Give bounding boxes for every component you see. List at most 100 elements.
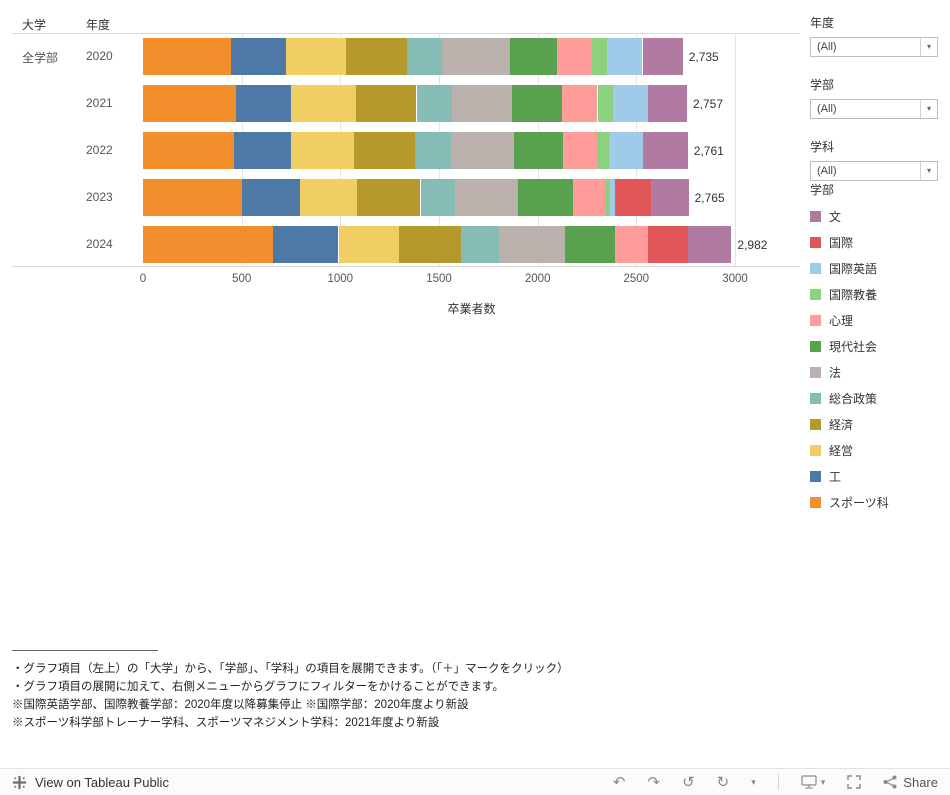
bar-segment-心理[interactable]	[557, 38, 593, 75]
bar-segment-国際教養[interactable]	[597, 85, 613, 122]
bar-segment-経済[interactable]	[357, 179, 421, 216]
bar-segment-現代社会[interactable]	[510, 38, 558, 75]
legend-item-経営[interactable]: 経営	[810, 442, 946, 459]
bar-segment-国際教養[interactable]	[605, 179, 611, 216]
legend-swatch	[810, 289, 821, 300]
bar-segment-経営[interactable]	[338, 226, 399, 263]
legend-item-文[interactable]: 文	[810, 208, 946, 225]
notes-lines: ・グラフ項目（左上）の「大学」から、「学部」、「学科」の項目を展開できます。（「…	[12, 660, 792, 732]
bar-segment-国際[interactable]	[648, 226, 689, 263]
note-line: ※スポーツ科学部トレーナー学科、スポーツマネジメント学科：2021年度より新設	[12, 717, 440, 729]
bar-segment-経営[interactable]	[285, 38, 347, 75]
fullscreen-icon[interactable]	[847, 775, 861, 789]
x-axis-title: 卒業者数	[447, 302, 496, 316]
bar-segment-工[interactable]	[235, 85, 291, 122]
note-line: ※国際英語学部、国際教養学部：2020年度以降募集停止 ※国際学部：2020年度…	[12, 699, 469, 711]
bar-segment-総合政策[interactable]	[406, 38, 442, 75]
bar-segment-国際[interactable]	[615, 179, 651, 216]
legend-label: 国際	[829, 236, 854, 250]
view-on-tableau-link[interactable]: View on Tableau Public	[12, 775, 169, 790]
row-group-label: 全学部	[22, 51, 59, 65]
filter-dropdown[interactable]: (All) ▾	[810, 99, 938, 119]
filter-dropdown[interactable]: (All) ▾	[810, 37, 938, 57]
legend-item-国際英語[interactable]: 国際英語	[810, 260, 946, 277]
redo-icon[interactable]: ↷	[647, 773, 661, 791]
legend-item-総合政策[interactable]: 総合政策	[810, 390, 946, 407]
bar-segment-経済[interactable]	[398, 226, 462, 263]
bar-segment-国際教養[interactable]	[592, 38, 608, 75]
column-header-university[interactable]: 大学	[22, 18, 47, 32]
legend-swatch	[810, 471, 821, 482]
bar-segment-法[interactable]	[451, 132, 514, 169]
bar-segment-心理[interactable]	[562, 132, 597, 169]
bar-segment-国際英語[interactable]	[609, 132, 644, 169]
bar-segment-スポーツ科[interactable]	[143, 179, 242, 216]
x-tick-label: 1000	[327, 273, 354, 285]
bar-segment-心理[interactable]	[562, 85, 598, 122]
bar-segment-法[interactable]	[451, 85, 512, 122]
legend-item-国際教養[interactable]: 国際教養	[810, 286, 946, 303]
bar-segment-文[interactable]	[647, 85, 688, 122]
refresh-icon[interactable]: ↻	[716, 773, 730, 791]
tableau-toolbar: View on Tableau Public ↶ ↷ ↺ ↻ ▾ ▾	[0, 768, 950, 795]
bar-segment-総合政策[interactable]	[420, 179, 455, 216]
column-header-year[interactable]: 年度	[86, 18, 111, 32]
bar-segment-総合政策[interactable]	[416, 85, 452, 122]
chart-plot: 2,735 2,757 2,761 2,765 2,982	[143, 33, 800, 266]
bar-segment-法[interactable]	[499, 226, 565, 263]
legend-item-スポーツ科[interactable]: スポーツ科	[810, 494, 946, 511]
bar-segment-工[interactable]	[230, 38, 286, 75]
filter-panel: 年度 (All) ▾ 学部 (All) ▾ 学科 (All) ▾	[810, 14, 938, 200]
bar-segment-経営[interactable]	[299, 179, 358, 216]
toolbar-overflow-caret-icon[interactable]: ▾	[751, 776, 756, 787]
bar-segment-経済[interactable]	[356, 85, 417, 122]
bar-segment-心理[interactable]	[573, 179, 606, 216]
legend-label: 法	[829, 366, 842, 380]
bar-segment-経済[interactable]	[354, 132, 415, 169]
legend-label: 現代社会	[829, 340, 878, 354]
bar-segment-国際英語[interactable]	[607, 38, 643, 75]
bar-segment-総合政策[interactable]	[414, 132, 452, 169]
legend-item-国際[interactable]: 国際	[810, 234, 946, 251]
bar-segment-現代社会[interactable]	[512, 85, 563, 122]
legend-item-法[interactable]: 法	[810, 364, 946, 381]
bar-segment-国際教養[interactable]	[596, 132, 610, 169]
bar-segment-工[interactable]	[233, 132, 292, 169]
bar-segment-総合政策[interactable]	[461, 226, 500, 263]
bar-segment-経済[interactable]	[346, 38, 407, 75]
bar-segment-法[interactable]	[441, 38, 511, 75]
bar-segment-経営[interactable]	[290, 85, 357, 122]
device-caret-icon: ▾	[820, 776, 826, 787]
bar-segment-文[interactable]	[688, 226, 732, 263]
filter-value: (All)	[817, 103, 837, 115]
revert-icon[interactable]: ↺	[682, 773, 695, 791]
legend-item-現代社会[interactable]: 現代社会	[810, 338, 946, 355]
bar-segment-国際英語[interactable]	[610, 179, 616, 216]
bar-segment-現代社会[interactable]	[517, 179, 574, 216]
bar-segment-スポーツ科[interactable]	[143, 226, 274, 263]
bar-segment-スポーツ科[interactable]	[143, 132, 234, 169]
legend-label: スポーツ科	[829, 496, 889, 510]
share-button[interactable]: Share	[883, 775, 938, 790]
legend-item-経済[interactable]: 経済	[810, 416, 946, 433]
bar-segment-現代社会[interactable]	[514, 132, 563, 169]
bar-segment-国際英語[interactable]	[612, 85, 648, 122]
legend-item-心理[interactable]: 心理	[810, 312, 946, 329]
bar-segment-スポーツ科[interactable]	[143, 38, 231, 75]
bar-segment-文[interactable]	[650, 179, 689, 216]
device-preview-button[interactable]: ▾	[801, 775, 826, 789]
bar-segment-文[interactable]	[643, 132, 688, 169]
filter-dropdown[interactable]: (All) ▾	[810, 161, 938, 181]
bar-segment-スポーツ科[interactable]	[143, 85, 236, 122]
bar-segment-工[interactable]	[273, 226, 339, 263]
bar-segment-心理[interactable]	[615, 226, 649, 263]
bar-segment-工[interactable]	[241, 179, 300, 216]
legend-items: 文国際国際英語国際教養心理現代社会法総合政策経済経営工スポーツ科	[810, 208, 946, 511]
bar-segment-現代社会[interactable]	[564, 226, 615, 263]
bar-segment-法[interactable]	[454, 179, 518, 216]
undo-icon[interactable]: ↶	[612, 773, 626, 791]
bar-segment-経営[interactable]	[291, 132, 355, 169]
legend-item-工[interactable]: 工	[810, 468, 946, 485]
bar-segment-文[interactable]	[642, 38, 683, 75]
x-axis-line	[12, 266, 800, 267]
